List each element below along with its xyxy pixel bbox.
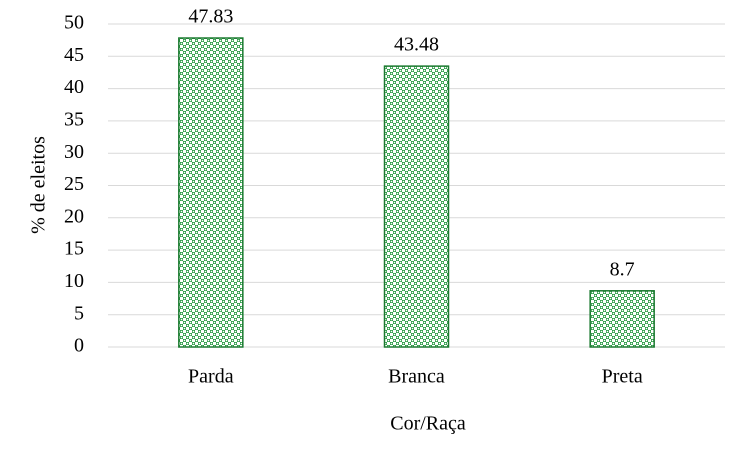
bar — [589, 290, 655, 348]
y-tick-label: 20 — [64, 205, 84, 227]
y-tick-label: 25 — [64, 173, 84, 195]
y-axis-label: % de eleitos — [28, 136, 50, 234]
y-tick-label: 10 — [64, 270, 84, 292]
x-tick-label: Preta — [602, 366, 643, 388]
data-label: 47.83 — [188, 6, 233, 28]
x-tick-label: Parda — [188, 366, 234, 388]
y-tick-label: 30 — [64, 141, 84, 163]
data-label: 8.7 — [610, 258, 635, 280]
y-tick-label: 0 — [74, 335, 84, 357]
y-tick-label: 15 — [64, 238, 84, 260]
y-tick-label: 35 — [64, 108, 84, 130]
bar — [178, 37, 244, 348]
y-tick-label: 40 — [64, 76, 84, 98]
data-label: 43.48 — [394, 34, 439, 56]
y-tick-label: 50 — [64, 12, 84, 34]
y-tick-label: 5 — [74, 302, 84, 324]
y-tick-label: 45 — [64, 44, 84, 66]
x-axis-label: Cor/Raça — [390, 413, 466, 435]
bar — [383, 65, 450, 348]
x-tick-label: Branca — [388, 366, 445, 388]
